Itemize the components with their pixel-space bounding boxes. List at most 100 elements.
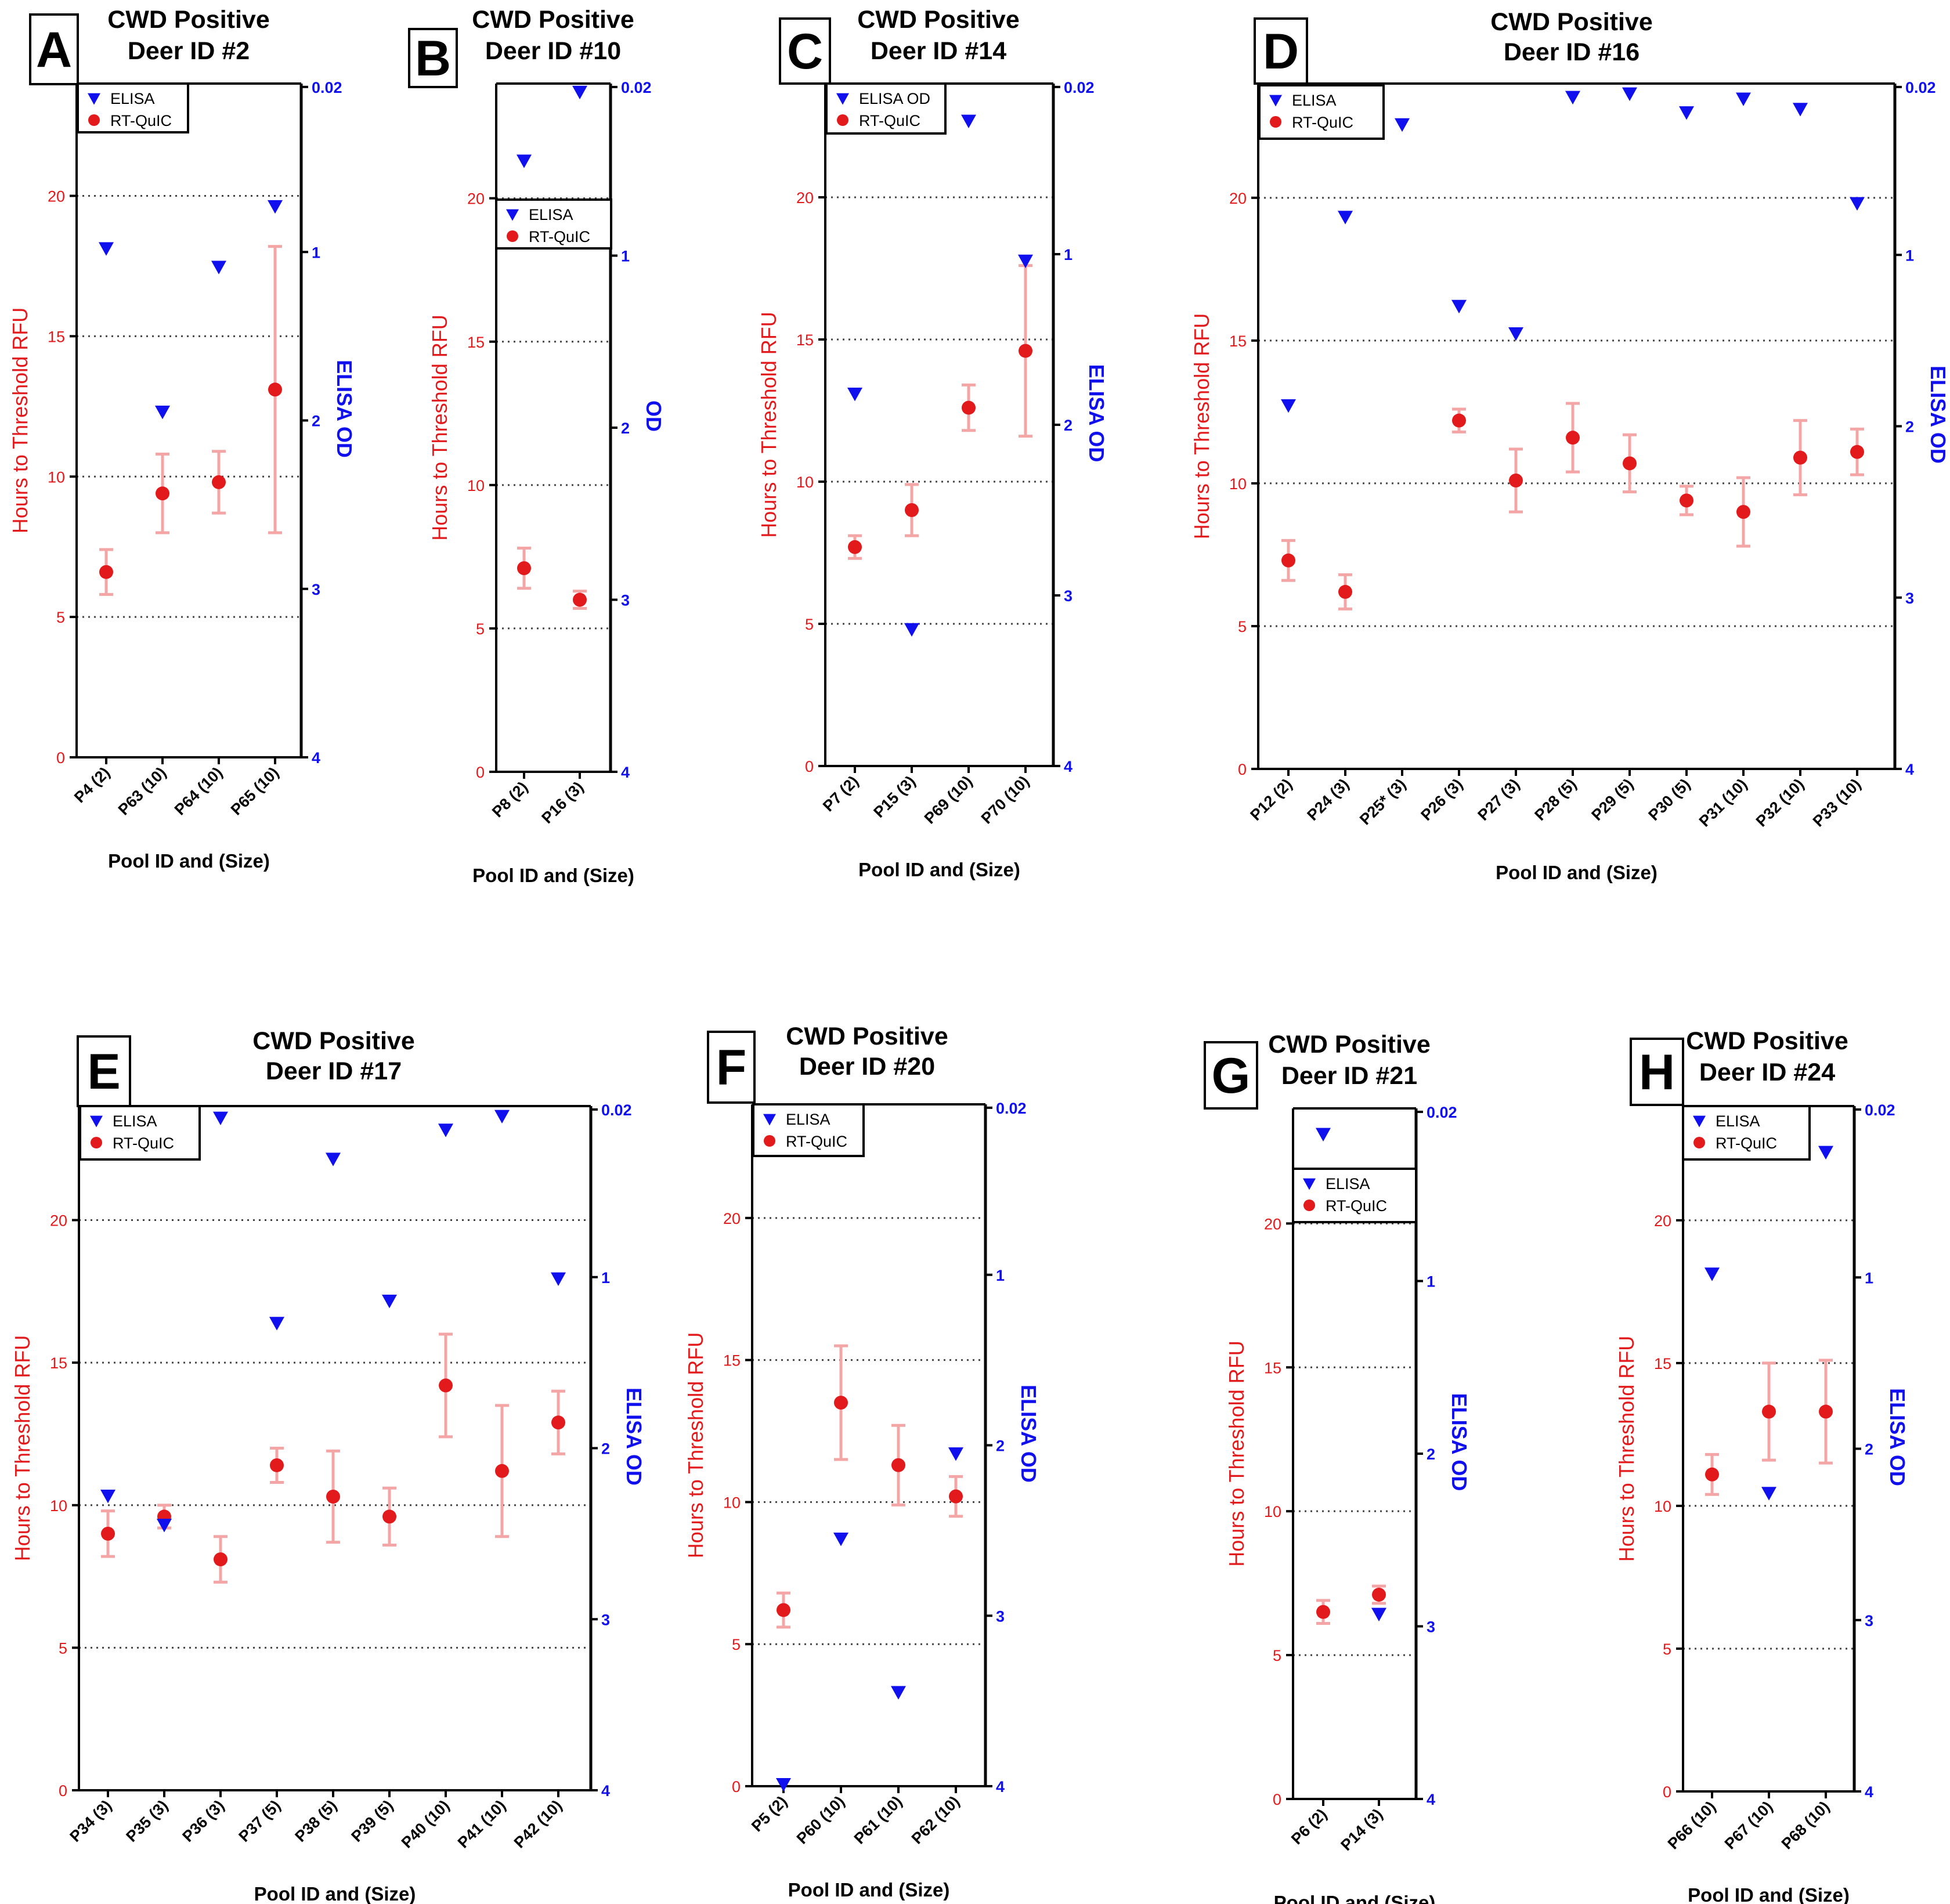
x-tick-label: P16 (3) (538, 778, 587, 827)
right-tick-label: 4 (601, 1782, 610, 1800)
y-axis-right-title: ELISA OD (622, 1388, 646, 1486)
left-tick-label: 15 (1264, 1359, 1281, 1376)
legend-elisa-marker (1269, 95, 1282, 107)
left-tick-label: 20 (723, 1210, 741, 1227)
x-tick-label: P26 (3) (1417, 775, 1466, 824)
panel-letter: C (787, 24, 823, 80)
left-tick-label: 20 (1229, 190, 1247, 207)
right-tick-label: 3 (1865, 1612, 1873, 1630)
legend-elisa-label: ELISA (1716, 1112, 1760, 1130)
right-tick-label: 4 (1064, 758, 1072, 775)
right-tick-label: 0.02 (601, 1101, 632, 1119)
left-tick-label: 10 (50, 1497, 67, 1515)
rtquic-point (949, 1489, 963, 1504)
elisa-point (268, 200, 283, 214)
y-axis-left-title: Hours to Threshold RFU (1615, 1336, 1638, 1562)
legend-box (1258, 84, 1385, 140)
rtquic-point (848, 540, 862, 554)
left-tick-label: 0 (805, 758, 814, 775)
right-tick-label: 3 (601, 1611, 610, 1628)
panel-title-line2: Deer ID #17 (266, 1057, 402, 1085)
right-tick-label: 2 (1905, 418, 1914, 436)
left-tick-label: 5 (476, 620, 485, 638)
x-tick-label: P38 (5) (291, 1797, 340, 1845)
legend-elisa-label: ELISA (1326, 1175, 1370, 1193)
legend-box (825, 82, 947, 135)
legend-elisa-label: ELISA (529, 206, 573, 223)
left-tick-label: 5 (59, 1639, 67, 1657)
x-tick-label: P37 (5) (235, 1797, 284, 1845)
right-tick-label: 0.02 (996, 1100, 1027, 1117)
panel-letter: F (716, 1040, 747, 1096)
left-tick-label: 15 (50, 1354, 67, 1372)
rtquic-point (270, 1458, 284, 1472)
x-axis-title: Pool ID and (Size) (788, 1879, 950, 1901)
x-tick-label: P7 (2) (819, 772, 862, 815)
left-tick-label: 10 (1654, 1498, 1671, 1515)
rtquic-point (1452, 413, 1466, 428)
legend-box (1292, 1168, 1417, 1223)
rtquic-point (517, 561, 531, 576)
right-tick-label: 1 (312, 244, 320, 261)
panel-letter: G (1212, 1048, 1251, 1104)
elisa-point (157, 1519, 172, 1533)
left-tick-label: 0 (732, 1778, 741, 1795)
legend-elisa-label: ELISA (110, 90, 155, 107)
elisa-point (1565, 91, 1580, 104)
x-tick-label: P60 (10) (793, 1793, 848, 1847)
x-tick-label: P25* (3) (1356, 775, 1409, 828)
rtquic-point (1736, 505, 1750, 519)
x-tick-label: P66 (10) (1664, 1798, 1719, 1852)
legend-elisa-marker (836, 93, 849, 105)
right-tick-label: 0.02 (1905, 79, 1936, 96)
x-tick-label: P62 (10) (908, 1793, 963, 1847)
left-tick-label: 5 (1238, 618, 1247, 635)
rtquic-point (1819, 1404, 1833, 1419)
rtquic-point (1566, 431, 1580, 445)
rtquic-point (551, 1415, 565, 1430)
elisa-point (1705, 1267, 1720, 1281)
x-tick-label: P65 (10) (228, 764, 282, 818)
panel-b: 0 5 10 15 20 0.02 1 2 3 4 Hours to Threshold RFU OD… (408, 6, 666, 886)
rtquic-point (495, 1464, 509, 1478)
x-axis-title: Pool ID and (Size) (1496, 862, 1658, 883)
rtquic-point (1850, 445, 1864, 459)
right-tick-label: 2 (1865, 1441, 1873, 1458)
elisa-point (99, 242, 114, 256)
panel-letter-box (1630, 1038, 1684, 1106)
left-tick-label: 5 (1663, 1641, 1671, 1658)
elisa-point (211, 261, 226, 274)
legend-rtquic-marker (1693, 1137, 1705, 1148)
x-tick-label: P12 (2) (1247, 775, 1295, 824)
x-tick-label: P63 (10) (115, 764, 169, 818)
elisa-point (1818, 1146, 1833, 1160)
legend-box (79, 1105, 201, 1161)
panel-letter-box (707, 1031, 756, 1104)
left-tick-label: 0 (56, 749, 65, 767)
elisa-point (100, 1489, 115, 1504)
right-tick-label: 1 (996, 1267, 1005, 1284)
left-tick-label: 10 (723, 1494, 741, 1511)
left-tick-label: 20 (467, 190, 485, 208)
rtquic-point (1338, 584, 1352, 599)
panel-c: 0 5 10 15 20 0.02 1 2 3 4 Hours to Threshold RFU EL… (757, 6, 1108, 880)
x-tick-label: P69 (10) (921, 772, 976, 827)
panel-title-line1: CWD Positive (472, 6, 634, 34)
legend-rtquic-marker (1303, 1200, 1315, 1211)
panel-title-line1: CWD Positive (1490, 8, 1653, 36)
left-tick-label: 15 (1229, 333, 1247, 350)
elisa-point (961, 114, 976, 129)
rtquic-point (1509, 473, 1523, 487)
x-tick-label: P36 (3) (179, 1797, 228, 1845)
rtquic-point (1705, 1467, 1719, 1482)
right-tick-label: 1 (1427, 1273, 1435, 1291)
legend-elisa-marker (1303, 1178, 1316, 1190)
right-tick-label: 3 (621, 592, 630, 609)
left-tick-label: 20 (796, 189, 814, 207)
elisa-point (776, 1778, 791, 1792)
left-tick-label: 10 (467, 477, 485, 494)
left-tick-label: 15 (723, 1352, 741, 1370)
legend-rtquic-label: RT-QuIC (859, 112, 920, 129)
right-tick-label: 3 (1427, 1618, 1435, 1636)
